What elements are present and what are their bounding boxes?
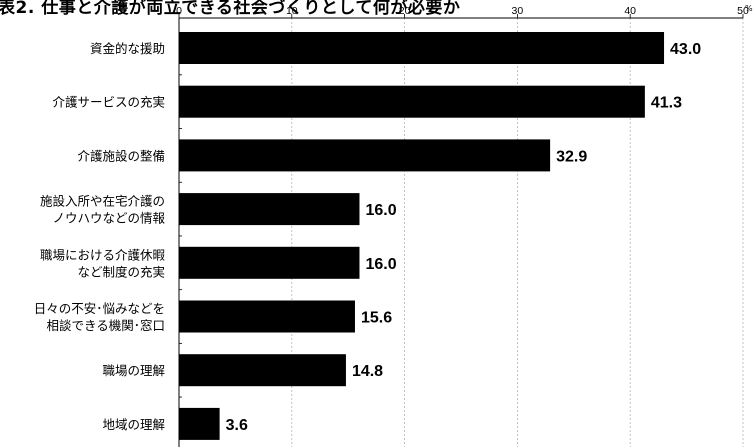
bar (179, 354, 346, 387)
x-tick-label: 0 (176, 5, 182, 17)
category-label: 相談できる機関･窓口 (46, 318, 165, 333)
value-label: 15.6 (361, 310, 392, 327)
x-tick-label: 10 (286, 5, 298, 17)
category-label: 地域の理解 (102, 417, 165, 432)
category-label: 日々の不安･悩みなどを (34, 301, 165, 316)
bar (179, 193, 360, 226)
category-label: 施設入所や在宅介護の (40, 194, 165, 209)
bar (179, 32, 665, 64)
chart-title: 表2. 仕事と介護が両立できる社会づくりとして何が必要か (0, 0, 461, 18)
value-label: 16.0 (365, 202, 396, 219)
category-label: ノウハウなどの情報 (52, 211, 165, 226)
bar (179, 300, 355, 333)
x-tick-label: 30 (512, 5, 524, 17)
bar (179, 407, 220, 440)
category-label: 介護施設の整備 (77, 148, 165, 163)
category-label: 職場における介護休暇 (40, 247, 166, 262)
value-label: 41.3 (651, 95, 682, 112)
axis-unit-label: % (745, 4, 753, 13)
x-tick-label: 50 (737, 5, 749, 17)
value-label: 3.6 (226, 417, 248, 434)
value-label: 16.0 (365, 256, 396, 273)
bar (179, 139, 551, 172)
category-label: 職場の理解 (102, 363, 165, 378)
category-label: 資金的な援助 (90, 41, 165, 56)
x-tick-label: 40 (624, 5, 636, 17)
value-label: 43.0 (670, 41, 701, 58)
value-label: 32.9 (556, 148, 587, 165)
bar (179, 246, 360, 279)
x-tick-label: 20 (399, 5, 411, 17)
bar (179, 85, 645, 118)
category-label: 介護サービスの充実 (52, 95, 165, 110)
value-label: 14.8 (352, 363, 383, 380)
category-label: など制度の充実 (77, 264, 165, 279)
